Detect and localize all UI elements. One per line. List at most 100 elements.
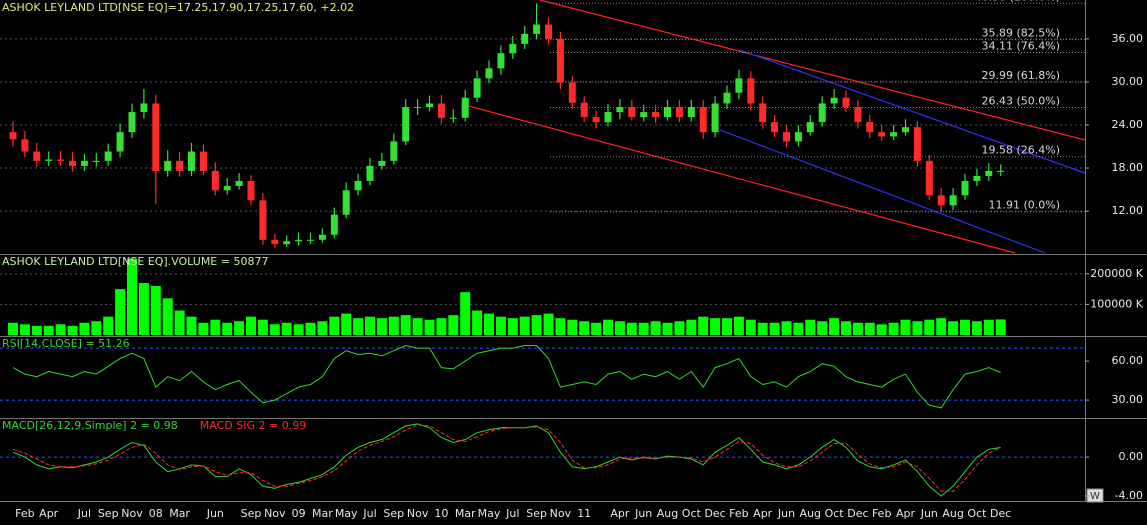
volume-bar: [115, 289, 126, 335]
candle-body: [33, 151, 41, 161]
volume-bar: [55, 324, 66, 335]
x-tick-label: Dec: [847, 507, 868, 520]
candle-body: [259, 200, 267, 240]
candle-body: [783, 132, 790, 142]
x-tick-label: Jun: [920, 507, 938, 520]
x-tick-label: Sep: [526, 507, 547, 520]
candle-body: [604, 112, 612, 123]
candle-body: [21, 139, 29, 152]
candle-body: [664, 107, 671, 118]
volume-bar: [198, 322, 209, 335]
candle-body: [580, 102, 588, 118]
volume-bar: [662, 322, 673, 335]
candle-body: [473, 78, 481, 98]
x-tick-label: Feb: [729, 507, 748, 520]
candle-body: [640, 112, 648, 118]
candle-body: [199, 151, 207, 171]
candle-body: [521, 33, 529, 44]
volume-bar: [329, 316, 340, 335]
candle-body: [961, 180, 969, 196]
candle-body: [449, 117, 457, 119]
candle-body: [759, 103, 767, 123]
volume-bar: [234, 321, 245, 335]
y-tick-label: 24.00: [1112, 118, 1144, 131]
x-tick-label: Feb: [872, 507, 891, 520]
volume-bar: [174, 310, 185, 335]
trend-line: [739, 49, 1086, 174]
x-tick-label: Aug: [942, 507, 963, 520]
volume-bar: [460, 292, 471, 335]
y-tick-label: 60.00: [1112, 354, 1144, 367]
volume-bar: [8, 322, 18, 335]
volume-bar: [698, 316, 709, 335]
candle-body: [104, 151, 112, 161]
series-line: [12, 424, 1001, 492]
candle-body: [735, 78, 743, 93]
volume-bar: [781, 321, 792, 335]
volume-bar: [495, 316, 506, 335]
volume-bar: [995, 319, 1006, 335]
y-tick-label: 100000 K: [1090, 297, 1143, 310]
candle-body: [247, 180, 255, 201]
candle-body: [390, 141, 398, 161]
trend-line: [539, 0, 1086, 141]
volume-bar: [293, 324, 304, 335]
candle-body: [902, 127, 909, 133]
volume-bar: [472, 310, 483, 335]
candle-body: [283, 241, 291, 245]
candle-body: [69, 160, 76, 166]
volume-bar: [971, 321, 982, 335]
candle-body: [80, 160, 88, 166]
x-tick-label: Apr: [753, 507, 773, 520]
fib-label: 19.58 (26.4%): [981, 144, 1060, 157]
candle-body: [842, 97, 850, 108]
y-tick-label: 36.00: [1112, 32, 1144, 45]
candle-body: [949, 195, 957, 206]
candle-body: [235, 180, 243, 186]
volume-bar: [353, 318, 364, 335]
x-tick-label: Jul: [362, 507, 376, 520]
volume-bar: [900, 319, 911, 335]
volume-bar: [269, 324, 280, 335]
volume-bar: [960, 319, 970, 335]
volume-bar: [31, 325, 42, 335]
candle-body: [652, 112, 660, 118]
fib-label: 34.11 (76.4%): [981, 39, 1060, 52]
volume-bar: [138, 283, 149, 335]
candle-body: [295, 239, 303, 242]
volume-bar: [745, 319, 756, 335]
candle-body: [723, 92, 731, 104]
volume-bar: [674, 321, 685, 335]
volume-bar: [376, 318, 387, 335]
volume-bar: [591, 322, 602, 335]
volume-bar: [317, 321, 328, 335]
volume-bar: [210, 319, 221, 335]
x-tick-label: May: [478, 507, 501, 520]
candle-body: [699, 107, 707, 133]
candle-body: [164, 160, 172, 171]
pane-title: ASHOK LEYLAND LTD[NSE EQ]=17.25,17.90,17…: [2, 1, 354, 14]
candle-body: [188, 151, 195, 171]
volume-bar: [127, 258, 137, 335]
period-button[interactable]: [1086, 488, 1104, 503]
trend-lines: [464, 0, 1086, 254]
trend-line: [464, 104, 1016, 254]
fib-label: 35.89 (82.5%): [981, 27, 1060, 40]
volume-bar: [91, 321, 102, 335]
candle-body: [711, 103, 719, 133]
volume-bar: [948, 321, 959, 335]
volume-bar: [841, 321, 851, 335]
candle-body: [806, 122, 814, 133]
x-tick-label: 09: [292, 507, 306, 520]
candle-body: [461, 97, 469, 118]
candle-body: [997, 170, 1005, 172]
x-tick-label: Oct: [967, 507, 987, 520]
period-button-label[interactable]: W: [1090, 491, 1100, 502]
volume-bar: [793, 322, 804, 335]
volume-bar: [829, 318, 840, 335]
volume-bar: [936, 318, 947, 335]
candle-body: [616, 107, 624, 113]
x-tick-label: Oct: [825, 507, 845, 520]
y-tick-label: 30.00: [1112, 75, 1144, 88]
